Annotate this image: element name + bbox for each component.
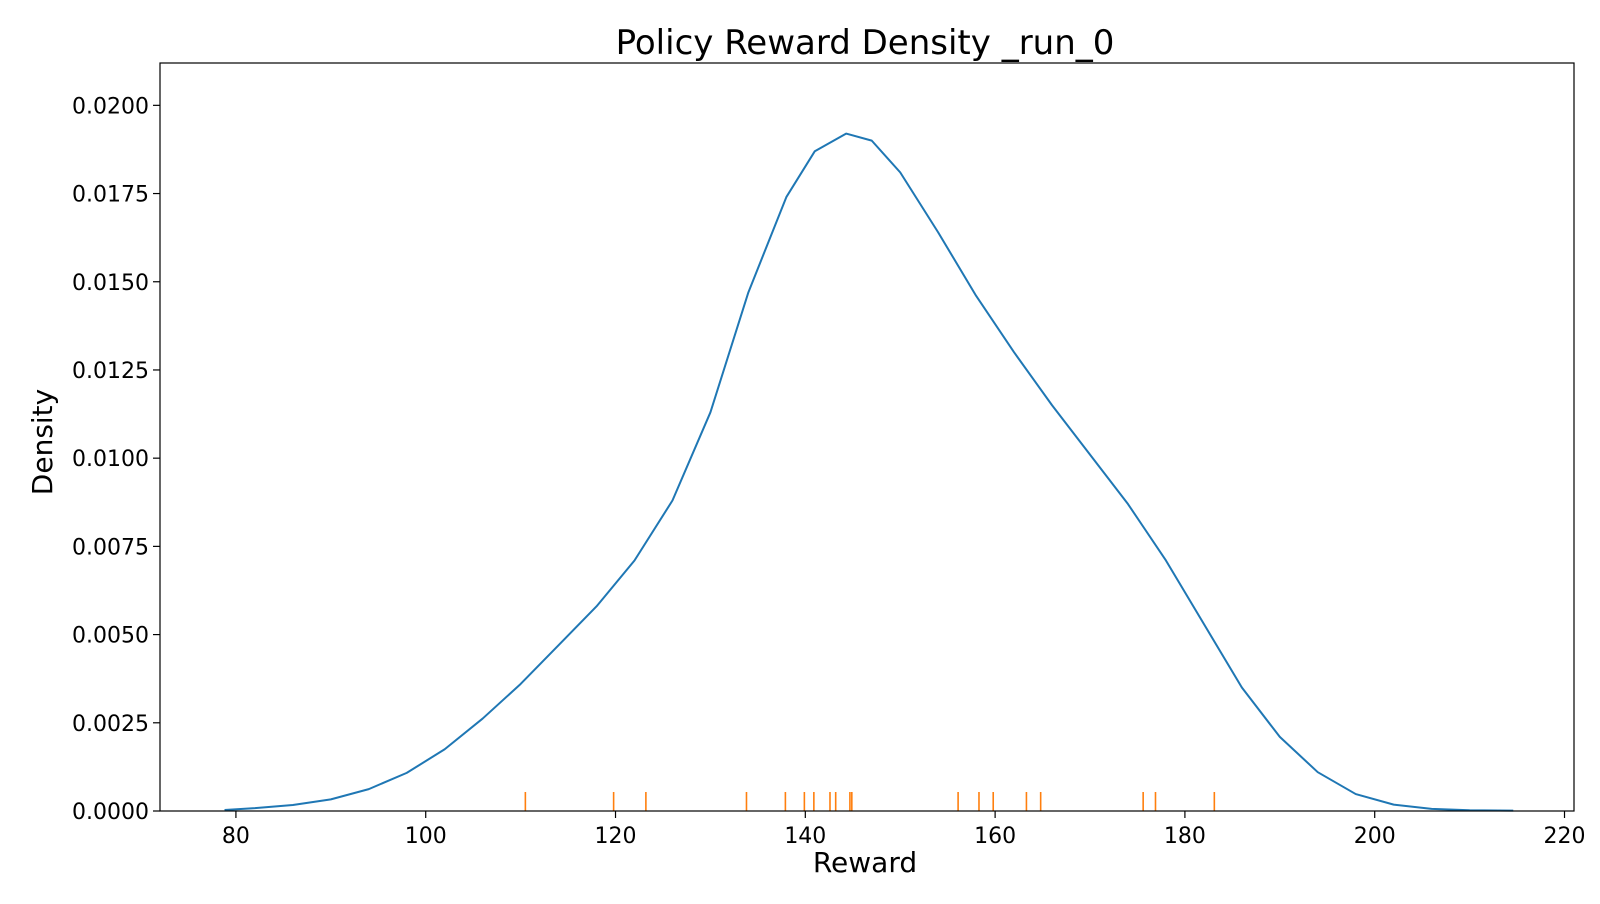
y-tick-label: 0.0000 (72, 800, 149, 825)
x-tick-label: 220 (1544, 824, 1586, 849)
y-tick-label: 0.0050 (72, 624, 149, 649)
y-tick-label: 0.0075 (72, 535, 149, 560)
y-tick-label: 0.0200 (72, 94, 149, 119)
y-tick-label: 0.0025 (72, 712, 149, 737)
y-tick-label: 0.0175 (72, 183, 149, 208)
x-axis-label: Reward (813, 846, 917, 879)
plot-content (224, 132, 1514, 812)
y-axis-label: Density (26, 389, 59, 495)
x-tick-label: 120 (595, 824, 637, 849)
chart-title: Policy Reward Density _run_0 (616, 23, 1115, 63)
x-axis-ticks: 80 100 120 140 160 180 200 220 (222, 811, 1586, 849)
y-tick-label: 0.0150 (72, 271, 149, 296)
x-tick-label: 80 (222, 824, 250, 849)
y-tick-label: 0.0100 (72, 447, 149, 472)
x-tick-label: 100 (405, 824, 447, 849)
density-curve (224, 132, 1514, 812)
plot-frame (159, 62, 1575, 812)
x-tick-label: 140 (784, 824, 826, 849)
x-tick-label: 200 (1354, 824, 1396, 849)
x-tick-label: 160 (974, 824, 1016, 849)
y-tick-label: 0.0125 (72, 359, 149, 384)
x-tick-label: 180 (1164, 824, 1206, 849)
y-axis-ticks: 0.0000 0.0025 0.0050 0.0075 0.0100 0.0125 0.01… (72, 94, 160, 825)
